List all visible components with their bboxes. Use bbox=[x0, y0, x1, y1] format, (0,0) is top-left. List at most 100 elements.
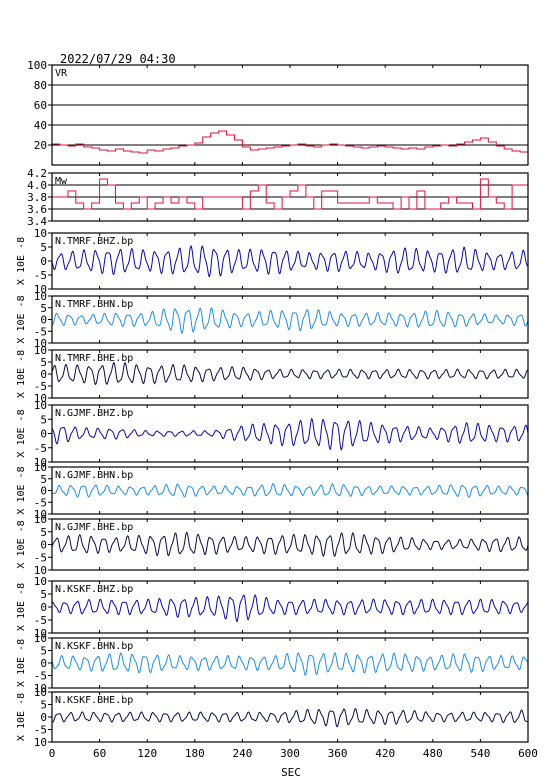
y-tick-label: 10 bbox=[34, 627, 47, 640]
y-tick-label: 0 bbox=[40, 485, 47, 498]
series-line bbox=[52, 130, 529, 154]
series-line bbox=[51, 652, 529, 676]
y-tick-label: -5 bbox=[34, 670, 47, 683]
y-tick-label: 10 bbox=[34, 337, 47, 350]
y-axis-label: X 10E -8 bbox=[16, 295, 27, 343]
panel-label: N.GJMF.BHZ.bp bbox=[55, 408, 133, 419]
y-tick-label: 3.4 bbox=[27, 215, 47, 228]
series-line bbox=[51, 245, 529, 278]
x-tick-label: 600 bbox=[518, 747, 538, 760]
series-line bbox=[51, 707, 529, 728]
y-tick-label: 5 bbox=[40, 473, 47, 486]
panel-label: N.TMRF.BHZ.bp bbox=[55, 236, 133, 247]
y-tick-label: 0 bbox=[40, 368, 47, 381]
y-axis-label: X 10E -8 bbox=[16, 693, 27, 741]
y-tick-label: 3.6 bbox=[27, 203, 47, 216]
y-tick-label: 10 bbox=[34, 686, 47, 699]
y-tick-label: 20 bbox=[34, 139, 47, 152]
y-axis-label: X 10E -8 bbox=[16, 409, 27, 457]
panel-label: N.GJMF.BHE.bp bbox=[55, 522, 133, 533]
x-tick-label: 300 bbox=[280, 747, 300, 760]
y-tick-label: -5 bbox=[34, 269, 47, 282]
y-tick-label: 4.0 bbox=[27, 179, 47, 192]
y-axis-label: X 10E -8 bbox=[16, 466, 27, 514]
y-tick-label: 5 bbox=[40, 302, 47, 315]
y-tick-label: 5 bbox=[40, 241, 47, 254]
y-tick-label: 10 bbox=[34, 290, 47, 303]
series-line bbox=[51, 361, 529, 386]
y-tick-label: -5 bbox=[34, 325, 47, 338]
y-tick-label: 80 bbox=[34, 79, 47, 92]
x-tick-label: 480 bbox=[423, 747, 443, 760]
y-tick-label: 0 bbox=[40, 428, 47, 441]
y-tick-label: 0 bbox=[40, 657, 47, 670]
x-tick-label: 240 bbox=[232, 747, 252, 760]
y-tick-label: 5 bbox=[40, 699, 47, 712]
panel-label: N.KSKF.BHN.bp bbox=[55, 641, 133, 652]
y-tick-label: 60 bbox=[34, 99, 47, 112]
y-tick-label: 10 bbox=[34, 456, 47, 469]
x-tick-label: 420 bbox=[375, 747, 395, 760]
y-tick-label: 40 bbox=[34, 119, 47, 132]
panel-label: Mw bbox=[55, 176, 68, 187]
y-tick-label: 10 bbox=[34, 392, 47, 405]
x-axis: 0 60 120 180 240 300 360 420 480 540 600 bbox=[49, 747, 538, 760]
panel-label: N.TMRF.BHN.bp bbox=[55, 299, 133, 310]
chart-panels: 20406080100VR3.43.63.84.04.2Mw10-50510N.… bbox=[16, 59, 529, 749]
panel-label: VR bbox=[55, 68, 68, 79]
y-tick-label: 10 bbox=[34, 575, 47, 588]
y-tick-label: 5 bbox=[40, 413, 47, 426]
y-tick-label: 0 bbox=[40, 255, 47, 268]
x-tick-label: 120 bbox=[137, 747, 157, 760]
y-tick-label: 10 bbox=[34, 564, 47, 577]
series-line bbox=[52, 178, 529, 210]
y-tick-label: 3.8 bbox=[27, 191, 47, 204]
series-line bbox=[51, 531, 529, 558]
y-tick-label: 5 bbox=[40, 588, 47, 601]
x-tick-label: 0 bbox=[49, 747, 56, 760]
y-tick-label: 5 bbox=[40, 645, 47, 658]
y-tick-label: 10 bbox=[34, 736, 47, 749]
panel-label: N.KSKF.BHE.bp bbox=[55, 695, 133, 706]
y-tick-label: 4.2 bbox=[27, 167, 47, 180]
y-tick-label: -5 bbox=[34, 442, 47, 455]
y-tick-label: 10 bbox=[34, 344, 47, 357]
series-line bbox=[51, 417, 529, 452]
y-tick-label: 0 bbox=[40, 711, 47, 724]
y-tick-label: 0 bbox=[40, 539, 47, 552]
series-line bbox=[51, 307, 529, 335]
y-tick-label: -5 bbox=[34, 724, 47, 737]
y-tick-label: 0 bbox=[40, 601, 47, 614]
y-tick-label: -5 bbox=[34, 380, 47, 393]
y-tick-label: -5 bbox=[34, 614, 47, 627]
series-line bbox=[51, 594, 529, 623]
x-tick-label: 360 bbox=[328, 747, 348, 760]
y-tick-label: 10 bbox=[34, 227, 47, 240]
y-tick-label: 10 bbox=[34, 632, 47, 645]
x-axis-label: SEC bbox=[281, 766, 301, 779]
y-tick-label: 10 bbox=[34, 682, 47, 695]
y-axis-label: X 10E -8 bbox=[16, 520, 27, 568]
y-tick-label: 100 bbox=[27, 59, 47, 72]
series-line bbox=[51, 483, 529, 498]
y-tick-label: 5 bbox=[40, 356, 47, 369]
y-tick-label: 10 bbox=[34, 283, 47, 296]
panel-2: 3.43.63.84.04.2 Mw bbox=[27, 167, 529, 228]
y-tick-label: 10 bbox=[34, 508, 47, 521]
y-tick-label: 0 bbox=[40, 314, 47, 327]
y-tick-label: 10 bbox=[34, 461, 47, 474]
panel-label: N.GJMF.BHN.bp bbox=[55, 470, 133, 481]
x-tick-label: 60 bbox=[93, 747, 106, 760]
y-tick-label: 5 bbox=[40, 526, 47, 539]
y-tick-label: 10 bbox=[34, 513, 47, 526]
